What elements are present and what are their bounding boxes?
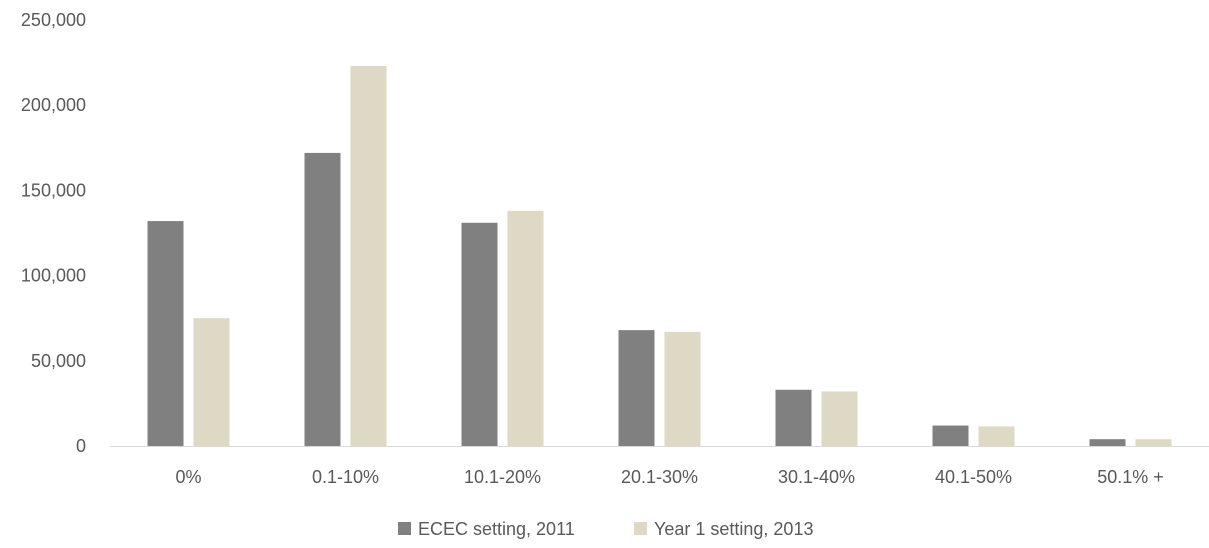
x-tick-label: 50.1% + [1097,467,1164,487]
y-tick-label: 250,000 [21,10,86,30]
x-tick-label: 10.1-20% [464,467,541,487]
bar-year1-2013-0 [193,318,230,446]
y-tick-label: 200,000 [21,95,86,115]
bar-ecec-2011-0 [147,221,184,446]
bar-year1-2013-2 [507,210,544,446]
legend-label: Year 1 setting, 2013 [654,519,813,539]
y-tick-label: 50,000 [31,351,86,371]
x-tick-label: 0% [175,467,201,487]
bar-year1-2013-4 [821,391,858,446]
legend-swatch [398,522,411,535]
bar-year1-2013-6 [1135,439,1172,446]
y-tick-label: 0 [76,436,86,456]
bar-ecec-2011-5 [932,425,969,446]
y-tick-label: 150,000 [21,180,86,200]
bar-ecec-2011-3 [618,330,655,446]
bar-ecec-2011-6 [1089,439,1126,446]
bar-year1-2013-3 [664,331,701,446]
x-tick-label: 30.1-40% [778,467,855,487]
bar-year1-2013-1 [350,66,387,447]
bar-ecec-2011-4 [775,389,812,446]
x-tick-label: 0.1-10% [312,467,379,487]
bar-ecec-2011-2 [461,222,498,446]
y-axis-labels: 0 50,000 100,000 150,000 200,000 250,000 [21,10,86,456]
legend-label: ECEC setting, 2011 [418,519,575,539]
x-tick-label: 40.1-50% [935,467,1012,487]
bars [147,66,1172,447]
bar-ecec-2011-1 [304,152,341,447]
y-tick-label: 100,000 [21,266,86,286]
x-axis-labels: 0% 0.1-10% 10.1-20% 20.1-30% 30.1-40% 40.1-50… [175,467,1163,487]
bar-year1-2013-5 [978,426,1015,446]
legend-swatch [634,522,647,535]
x-tick-label: 20.1-30% [621,467,698,487]
legend: ECEC setting, 2011 Year 1 setting, 2013 [398,519,813,539]
